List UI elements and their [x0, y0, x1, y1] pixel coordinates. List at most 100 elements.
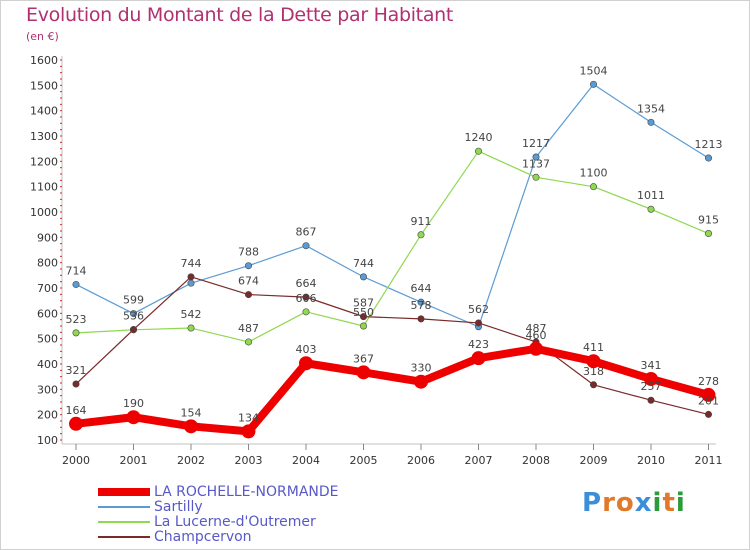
- legend-swatch: [98, 506, 150, 508]
- logo-letter: P: [582, 488, 603, 518]
- x-tick-label: 2006: [407, 454, 435, 467]
- y-tick-label: 1600: [30, 54, 58, 67]
- series-line-1: [75, 83, 709, 328]
- data-label: 550: [353, 306, 374, 319]
- data-point: [356, 365, 371, 380]
- data-label: 744: [353, 257, 374, 270]
- data-label: 341: [641, 359, 662, 372]
- x-tick-label: 2000: [62, 454, 90, 467]
- logo-letter: r: [602, 488, 616, 518]
- x-tick-label: 2010: [637, 454, 665, 467]
- data-point: [187, 279, 195, 287]
- data-point: [302, 293, 310, 301]
- data-point: [302, 242, 310, 250]
- y-tick-label: 600: [37, 307, 58, 320]
- logo-letter: x: [634, 488, 653, 518]
- legend-label: LA ROCHELLE-NORMANDE: [154, 484, 339, 500]
- data-point: [647, 396, 655, 404]
- data-label: 487: [526, 322, 547, 335]
- data-label: 403: [296, 343, 317, 356]
- data-point: [589, 381, 597, 389]
- data-label: 674: [238, 275, 259, 288]
- legend-swatch: [98, 521, 150, 523]
- y-tick-label: 700: [37, 282, 58, 295]
- y-tick-label: 1300: [30, 130, 58, 143]
- data-label: 164: [66, 404, 87, 417]
- data-point: [241, 424, 256, 439]
- data-point: [589, 183, 597, 191]
- data-point: [417, 298, 425, 306]
- data-point: [126, 410, 141, 425]
- data-point: [245, 262, 253, 270]
- data-label: 318: [583, 365, 604, 378]
- x-tick-label: 2003: [235, 454, 263, 467]
- chart-unit: (en €): [26, 30, 59, 43]
- data-point: [245, 291, 253, 299]
- data-point: [187, 273, 195, 281]
- logo-letter: t: [662, 488, 676, 518]
- data-label: 606: [296, 292, 317, 305]
- data-label: 423: [468, 338, 489, 351]
- legend-swatch: [98, 536, 150, 538]
- data-label: 599: [123, 294, 144, 307]
- y-tick-label: 100: [37, 434, 58, 447]
- data-point: [359, 322, 367, 330]
- data-label: 487: [238, 322, 259, 335]
- legend-label: Champcervon: [154, 529, 252, 545]
- data-label: 578: [411, 299, 432, 312]
- x-tick-label: 2001: [120, 454, 148, 467]
- data-label: 644: [411, 282, 432, 295]
- data-label: 714: [66, 264, 87, 277]
- data-label: 542: [181, 308, 202, 321]
- data-point: [72, 380, 80, 388]
- data-label: 788: [238, 246, 259, 259]
- data-point: [647, 205, 655, 213]
- series-line-3: [75, 276, 709, 415]
- data-label: 321: [66, 364, 87, 377]
- data-point: [474, 147, 482, 155]
- data-point: [187, 324, 195, 332]
- y-tick-label: 1000: [30, 206, 58, 219]
- data-label: 1137: [522, 157, 550, 170]
- data-point: [299, 356, 313, 371]
- proxiti-logo: Proxiti: [582, 488, 686, 518]
- data-label: 1354: [637, 102, 665, 115]
- data-label: 536: [123, 310, 144, 323]
- data-label: 1504: [580, 64, 608, 77]
- data-label: 911: [411, 215, 432, 228]
- x-tick-label: 2002: [177, 454, 205, 467]
- data-point: [302, 308, 310, 316]
- data-point: [586, 354, 601, 369]
- x-tick-label: 2004: [292, 454, 320, 467]
- data-label: 744: [181, 257, 202, 270]
- logo-letter: i: [675, 488, 686, 518]
- chart-title: Evolution du Montant de la Dette par Hab…: [26, 4, 454, 26]
- data-label: 201: [698, 394, 719, 407]
- data-label: 523: [66, 313, 87, 326]
- data-label: 664: [296, 277, 317, 290]
- x-tick-label: 2008: [522, 454, 550, 467]
- data-label: 1011: [637, 189, 665, 202]
- x-tick-label: 2011: [695, 454, 723, 467]
- data-label: 134: [238, 411, 259, 424]
- data-label: 562: [468, 303, 489, 316]
- series-line-0: [75, 344, 710, 436]
- data-label: 367: [353, 352, 374, 365]
- data-point: [359, 273, 367, 281]
- data-label: 915: [698, 214, 719, 227]
- y-tick-label: 1400: [30, 105, 58, 118]
- data-label: 411: [583, 341, 604, 354]
- data-point: [644, 371, 658, 386]
- data-label: 190: [123, 397, 144, 410]
- data-point: [245, 338, 253, 346]
- data-point: [359, 313, 367, 321]
- x-tick-label: 2005: [350, 454, 378, 467]
- series-line-2: [75, 150, 709, 343]
- data-label: 330: [411, 362, 432, 375]
- data-point: [69, 416, 83, 431]
- data-label: 867: [296, 226, 317, 239]
- y-tick-label: 200: [37, 409, 58, 422]
- data-point: [417, 315, 425, 323]
- data-label: 587: [353, 297, 374, 310]
